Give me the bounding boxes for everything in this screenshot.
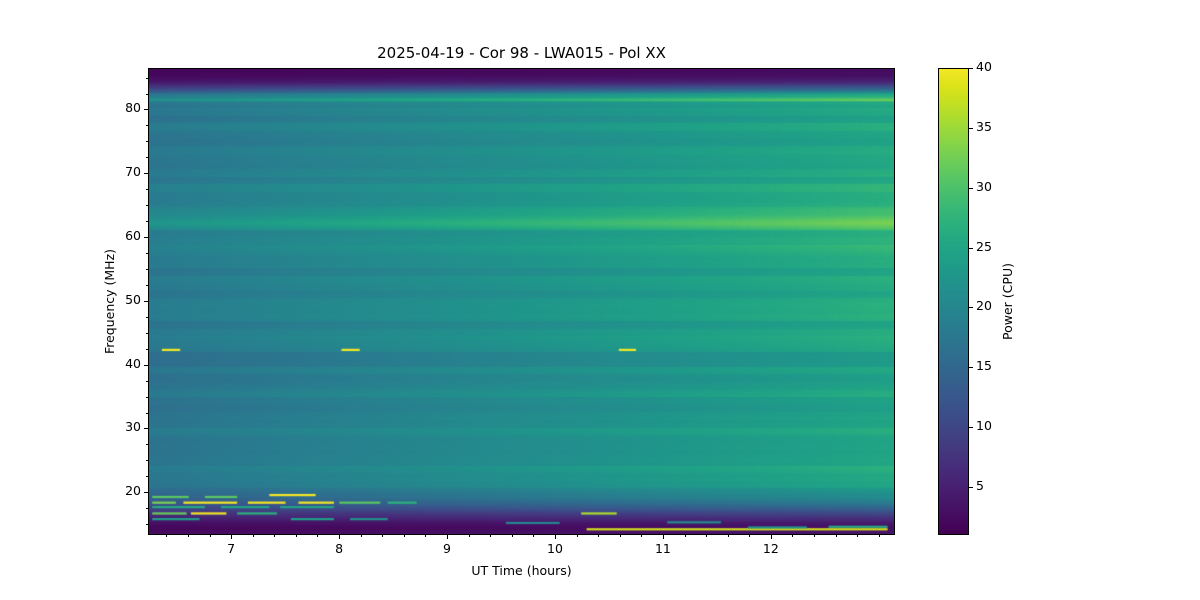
colorbar-ticks: 5 10 15 20 25 30 35 40 (938, 59, 1008, 535)
colorbar-tick-label: 5 (976, 478, 984, 494)
y-axis: Frequency (MHz) 20 30 40 50 60 70 80 (0, 0, 148, 600)
x-axis-tick-label: 9 (443, 541, 451, 556)
colorbar-tick-label: 10 (976, 418, 992, 434)
y-axis-tick-label: 70 (125, 164, 141, 180)
x-axis-tick-label: 10 (547, 541, 563, 556)
colorbar-tick-label: 40 (976, 59, 992, 74)
spectrogram-heatmap[interactable] (149, 69, 894, 534)
colorbar-tick-label: 20 (976, 298, 992, 314)
colorbar-gradient (939, 69, 968, 534)
colorbar[interactable] (938, 68, 969, 535)
page-title: 2025-04-19 - Cor 98 - LWA015 - Pol XX (377, 44, 666, 62)
y-axis-tick-label: 80 (125, 100, 141, 116)
y-axis-tick-label: 50 (125, 291, 141, 307)
y-axis-tick-label: 30 (125, 419, 141, 435)
y-axis-tick-label: 60 (125, 228, 141, 244)
colorbar-tick-label: 35 (976, 118, 992, 134)
x-axis-label: UT Time (hours) (471, 563, 572, 578)
colorbar-tick-label: 25 (976, 238, 992, 254)
x-axis-tick-label: 8 (335, 541, 344, 556)
x-axis-tick-label: 7 (227, 541, 236, 556)
colorbar-tick-label: 15 (976, 358, 992, 374)
y-axis-tick-label: 40 (125, 355, 141, 371)
x-axis-tick-label: 11 (654, 541, 671, 556)
x-axis-tick-label: 12 (762, 541, 779, 556)
colorbar-label: Power (CPU) (1000, 263, 1015, 340)
colorbar-tick-label: 30 (976, 178, 992, 194)
y-axis-tick-label: 20 (125, 483, 141, 499)
spectrogram-axes[interactable] (148, 68, 895, 535)
x-axis: 7 8 9 10 11 12 (0, 535, 1200, 600)
y-axis-label: Frequency (MHz) (102, 248, 117, 355)
